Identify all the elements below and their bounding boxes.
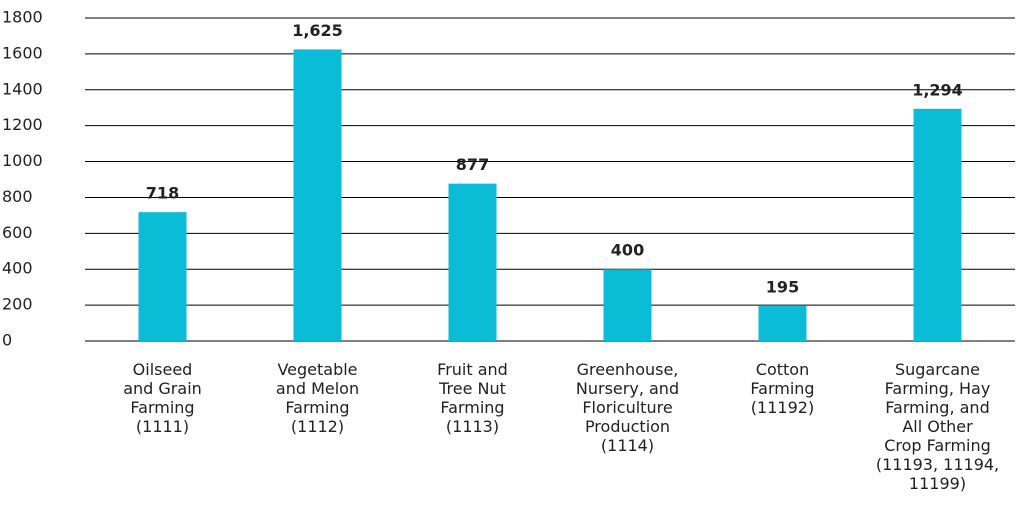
x-tick-label: Fruit and Tree Nut Farming (1113) [437,360,508,436]
value-label: 1,625 [292,21,343,40]
value-label: 195 [766,278,799,297]
y-tick-label: 200 [2,295,33,314]
bar [138,212,187,341]
y-tick-label: 1000 [2,151,43,170]
x-tick-label: Vegetable and Melon Farming (1112) [275,360,360,436]
y-tick-label: 1200 [2,115,43,134]
value-label: 718 [146,184,179,203]
y-tick-label: 1600 [2,43,43,62]
y-tick-label: 1400 [2,79,43,98]
bar [758,306,807,341]
value-label: 877 [456,155,489,174]
x-tick-label: Cotton Farming (11192) [750,360,815,417]
y-tick-label: 400 [2,259,33,278]
y-tick-label: 0 [2,331,12,350]
bar [448,183,497,341]
y-tick-label: 1800 [2,8,43,27]
x-tick-label: Sugarcane Farming, Hay Farming, and All … [875,360,1000,493]
bar [603,269,652,341]
y-tick-label: 800 [2,187,33,206]
value-label: 1,294 [912,80,963,99]
y-tick-label: 600 [2,223,33,242]
value-label: 400 [611,241,644,260]
bar [293,49,342,342]
x-tick-label: Greenhouse, Nursery, and Floriculture Pr… [575,360,680,455]
bar [913,108,962,341]
x-tick-label: Oilseed and Grain Farming (1111) [123,360,202,436]
